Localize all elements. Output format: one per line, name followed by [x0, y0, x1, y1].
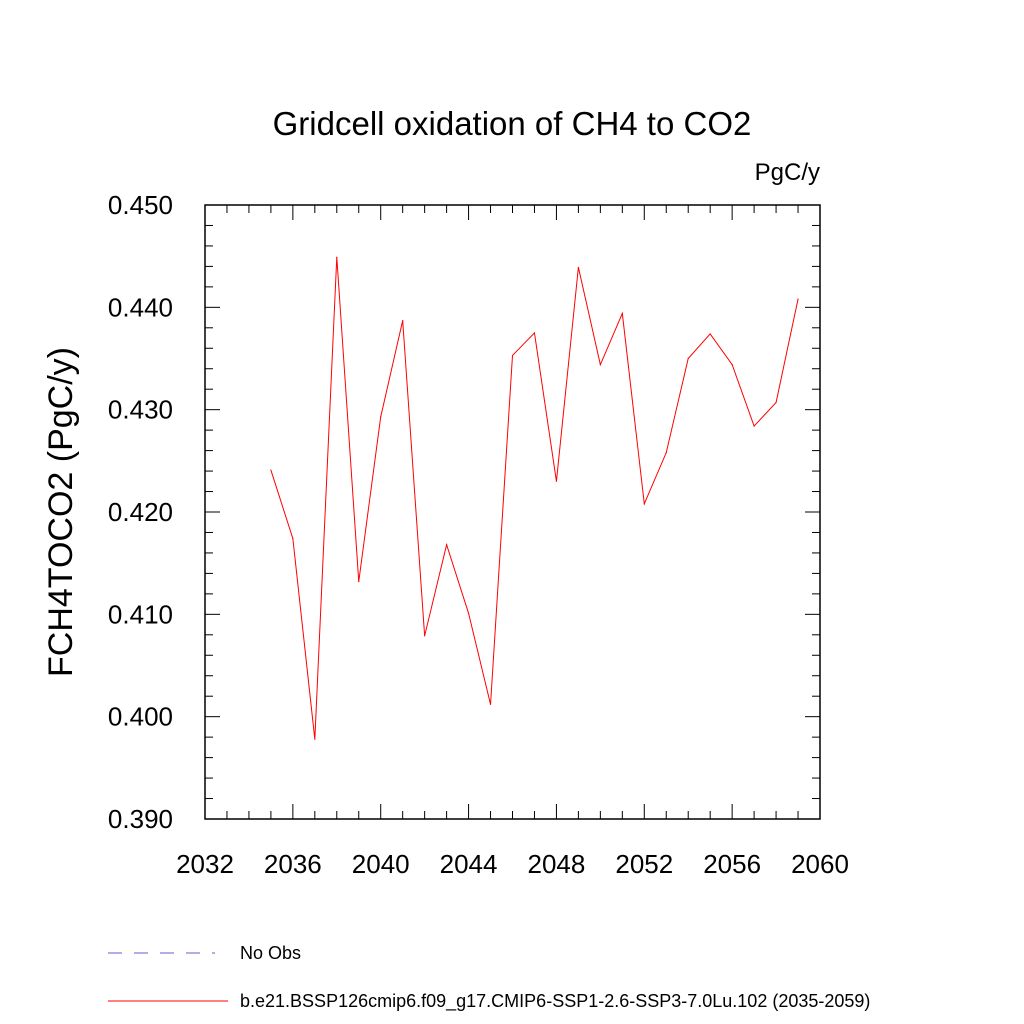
data-point: [709, 333, 711, 335]
y-axis-label: FCH4TOCO2 (PgC/y): [42, 347, 80, 677]
data-point: [489, 703, 492, 705]
x-tick-labels: 2032 2036 2040 2044 2048 2052 2056 2060: [176, 849, 849, 879]
data-point: [731, 364, 733, 366]
y-tick-label: 0.410: [108, 599, 173, 629]
x-tick-label: 2036: [264, 849, 322, 879]
axis-ticks: [204, 204, 821, 820]
x-tick-label: 2048: [528, 849, 586, 879]
data-point: [621, 312, 623, 315]
data-point: [775, 401, 777, 404]
y-tick-labels: 0.390 0.400 0.410 0.420 0.430 0.440 0.450: [108, 190, 173, 834]
data-point: [687, 357, 689, 360]
data-point: [467, 612, 470, 614]
data-point: [402, 320, 404, 322]
plot-frame: [204, 204, 821, 820]
x-tick-label: 2052: [615, 849, 673, 879]
x-tick-label: 2044: [440, 849, 498, 879]
legend: No Obs b.e21.BSSP126cmip6.f09_g17.CMIP6-…: [108, 943, 870, 1012]
data-point: [577, 266, 579, 269]
y-tick-label: 0.390: [108, 804, 173, 834]
data-point: [380, 416, 382, 418]
chart-title: Gridcell oxidation of CH4 to CO2: [273, 105, 752, 142]
data-point: [314, 738, 316, 740]
series-line: [270, 257, 799, 740]
data-point: [555, 480, 558, 482]
data-point: [511, 354, 514, 357]
legend-label-no-obs: No Obs: [240, 943, 301, 963]
y-tick-label: 0.420: [108, 497, 173, 527]
x-tick-label: 2060: [791, 849, 849, 879]
data-point: [643, 503, 645, 505]
x-tick-label: 2032: [176, 849, 234, 879]
data-point: [292, 538, 294, 540]
y-tick-label: 0.430: [108, 395, 173, 425]
y-tick-label: 0.400: [108, 702, 173, 732]
data-point: [665, 452, 667, 454]
data-point: [599, 364, 601, 366]
data-point: [270, 469, 272, 471]
units-label: PgC/y: [755, 159, 820, 186]
data-point: [424, 635, 426, 637]
x-tick-label: 2040: [352, 849, 410, 879]
data-series: [270, 256, 799, 740]
data-point: [446, 544, 448, 546]
data-point: [358, 580, 360, 583]
data-point: [753, 425, 755, 427]
data-point: [797, 298, 799, 300]
y-tick-label: 0.450: [108, 190, 173, 220]
y-tick-label: 0.440: [108, 292, 173, 322]
data-point: [336, 256, 338, 258]
legend-label-model: b.e21.BSSP126cmip6.f09_g17.CMIP6-SSP1-2.…: [240, 991, 870, 1012]
x-tick-label: 2056: [703, 849, 761, 879]
data-point: [533, 332, 536, 334]
